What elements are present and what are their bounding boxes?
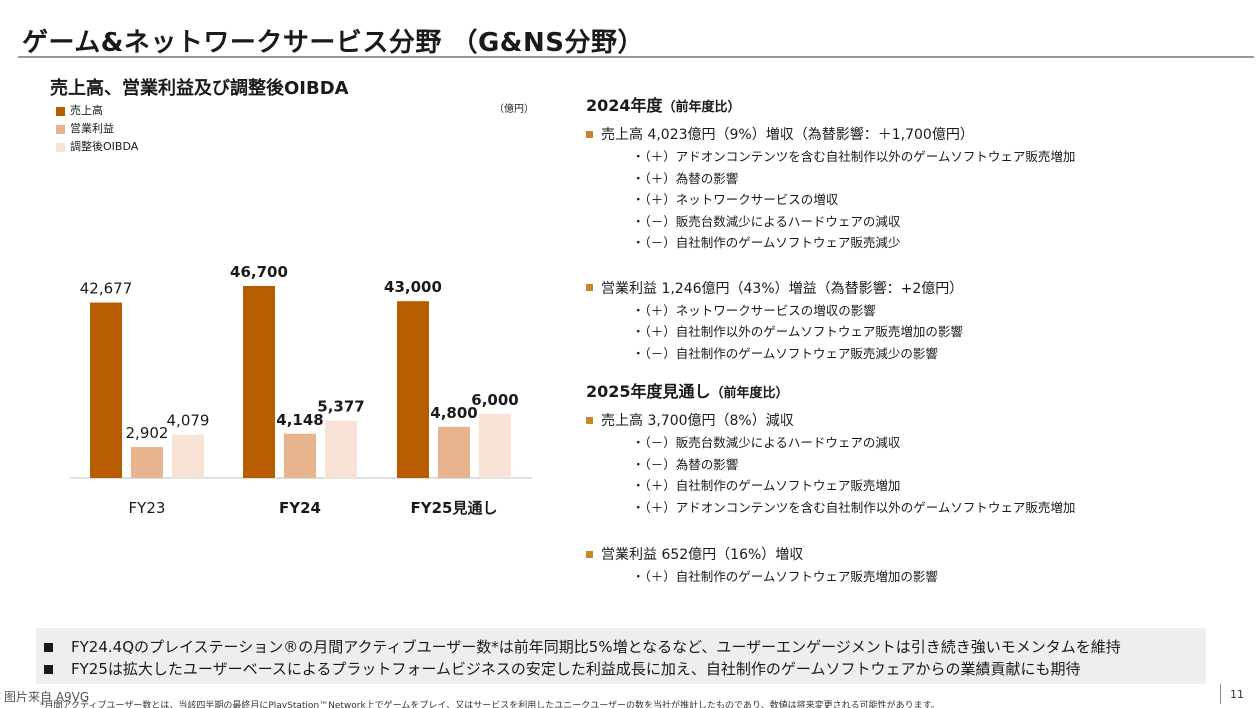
highlights-box: FY24.4Qのプレイステーション®の月間アクティブユーザー数*は前年同期比5%… — [36, 628, 1206, 684]
list-item: ・（－）自社制作のゲームソフトウェア販売減少 — [632, 235, 901, 250]
highlight-item: FY24.4Qのプレイステーション®の月間アクティブユーザー数*は前年同期比5%… — [44, 636, 1206, 658]
fy2025-revenue-headline: 売上高 3,700億円（8%）減収 — [601, 413, 794, 429]
list-item: ・（＋）為替の影響 — [632, 170, 739, 186]
legend-swatch-oibda — [56, 142, 65, 152]
bullet-icon — [44, 664, 53, 674]
list-item: ・（＋）アドオンコンテンツを含む自社制作以外のゲームソフトウェア販売増加 — [632, 149, 1076, 164]
list-item: ・（＋）ネットワークサービスの増収 — [632, 192, 839, 207]
fy2025-revenue-points: ・（－）販売台数減少によるハードウェアの減収 ・（－）為替の影響 ・（＋）自社制… — [586, 434, 1246, 516]
legend-item-oibda: 調整後OIBDA — [56, 138, 138, 156]
bullet-icon — [586, 416, 593, 424]
data-label-revenue-fy23: 42,677 — [80, 280, 133, 298]
fy2025-operating-income-headline: 営業利益 652億円（16%）増収 — [601, 547, 804, 563]
list-item: ・（＋）自社制作のゲームソフトウェア販売増加の影響 — [632, 569, 938, 584]
chart-legend: 売上高 営業利益 調整後OIBDA — [56, 102, 138, 156]
legend-item-revenue: 売上高 — [56, 102, 138, 120]
bar-operating-income-fy24 — [284, 433, 316, 478]
list-item: ・（＋）アドオンコンテンツを含む自社制作以外のゲームソフトウェア販売増加 — [632, 499, 1076, 515]
fy2024-revenue-headline: 売上高 4,023億円（9%）増収（為替影響：＋1,700億円） — [601, 127, 974, 143]
legend-label-operating-income: 営業利益 — [70, 122, 114, 135]
bar-oibda-fy25 — [479, 414, 511, 478]
legend-swatch-operating-income — [56, 124, 65, 134]
data-label-oibda-fy25: 6,000 — [471, 391, 518, 409]
fy2024-revenue-item: 売上高 4,023億円（9%）増収（為替影響：＋1,700億円） — [586, 124, 1246, 144]
title-divider — [18, 56, 1254, 58]
chart-unit-label: （億円） — [494, 104, 534, 115]
chart-title: 売上高、営業利益及び調整後OIBDA — [50, 78, 349, 99]
fy2024-title-note: （前年度比） — [662, 100, 741, 115]
bullet-icon — [44, 642, 53, 652]
legend-swatch-revenue — [56, 106, 65, 116]
list-item: ・（＋）自社制作のゲームソフトウェア販売増加 — [632, 478, 901, 493]
commentary-panel: 2024年度（前年度比） 売上高 4,023億円（9%）増収（為替影響：＋1,7… — [586, 92, 1246, 586]
data-label-oibda-fy23: 4,079 — [167, 411, 210, 429]
bar-oibda-fy23 — [172, 434, 204, 478]
bullet-icon — [586, 550, 593, 558]
fy2025-revenue-item: 売上高 3,700億円（8%）減収 — [586, 410, 1246, 430]
highlight-item: FY25は拡大したユーザーベースによるプラットフォームビジネスの安定した利益成長… — [44, 658, 1206, 680]
fy2024-heading: 2024年度（前年度比） — [586, 92, 1246, 116]
fy2025-heading: 2025年度見通し（前年度比） — [586, 378, 1246, 402]
data-label-operating-income-fy24: 4,148 — [276, 411, 323, 429]
legend-item-operating-income: 営業利益 — [56, 120, 138, 138]
list-item: ・（＋）ネットワークサービスの増収の影響 — [632, 302, 876, 318]
x-tick-label-fy25: FY25見通し — [411, 499, 498, 517]
fy2024-operating-income-headline: 営業利益 1,246億円（43%）増益（為替影響：+2億円） — [601, 280, 964, 297]
page-number-divider — [1220, 684, 1221, 704]
bar-operating-income-fy23 — [131, 447, 163, 478]
bar-oibda-fy24 — [325, 420, 357, 478]
fy2024-revenue-points: ・（＋）アドオンコンテンツを含む自社制作以外のゲームソフトウェア販売増加 ・（＋… — [586, 148, 1246, 252]
highlight-text: FY25は拡大したユーザーベースによるプラットフォームビジネスの安定した利益成長… — [71, 660, 1081, 678]
x-tick-label-fy24: FY24 — [279, 499, 321, 517]
bar-revenue-fy24 — [243, 286, 275, 478]
list-item: ・（－）販売台数減少によるハードウェアの減収 — [632, 435, 901, 450]
page-number: 11 — [1230, 688, 1244, 701]
fy2025-operating-income-points: ・（＋）自社制作のゲームソフトウェア販売増加の影響 — [586, 568, 1246, 586]
data-label-operating-income-fy25: 4,800 — [430, 404, 477, 422]
highlight-text: FY24.4Qのプレイステーション®の月間アクティブユーザー数*は前年同期比5%… — [71, 638, 1121, 656]
list-item: ・（－）為替の影響 — [632, 456, 739, 472]
data-label-oibda-fy24: 5,377 — [317, 398, 364, 416]
list-item: ・（－）販売台数減少によるハードウェアの減収 — [632, 213, 901, 229]
legend-label-oibda: 調整後OIBDA — [70, 140, 139, 153]
fy2024-operating-income-points: ・（＋）ネットワークサービスの増収の影響 ・（＋）自社制作以外のゲームソフトウェ… — [586, 302, 1246, 363]
bar-revenue-fy23 — [90, 302, 122, 478]
watermark: 图片来自 A9VG — [4, 690, 90, 704]
bullet-icon — [586, 130, 593, 138]
data-label-revenue-fy25: 43,000 — [384, 278, 442, 296]
bar-operating-income-fy25 — [438, 426, 470, 478]
footnote: *月間アクティブユーザー数とは、当該四半期の最終月にPlayStation™Ne… — [40, 701, 940, 708]
fy2025-title-note: （前年度比） — [710, 386, 789, 401]
fy2025-title: 2025年度見通し — [586, 382, 711, 401]
fy2024-title: 2024年度 — [586, 96, 663, 115]
legend-label-revenue: 売上高 — [70, 104, 103, 117]
x-tick-label-fy23: FY23 — [129, 499, 166, 517]
data-label-operating-income-fy23: 2,902 — [126, 424, 169, 442]
fy2024-operating-income-item: 営業利益 1,246億円（43%）増益（為替影響：+2億円） — [586, 278, 1246, 298]
page-title: ゲーム&ネットワークサービス分野 （G&NS分野） — [22, 28, 644, 58]
list-item: ・（＋）自社制作以外のゲームソフトウェア販売増加の影響 — [632, 324, 963, 339]
bullet-icon — [586, 284, 593, 291]
data-label-revenue-fy24: 46,700 — [230, 263, 288, 281]
bar-revenue-fy25 — [397, 301, 429, 478]
list-item: ・（－）自社制作のゲームソフトウェア販売減少の影響 — [632, 345, 938, 361]
fy2025-operating-income-item: 営業利益 652億円（16%）増収 — [586, 544, 1246, 564]
